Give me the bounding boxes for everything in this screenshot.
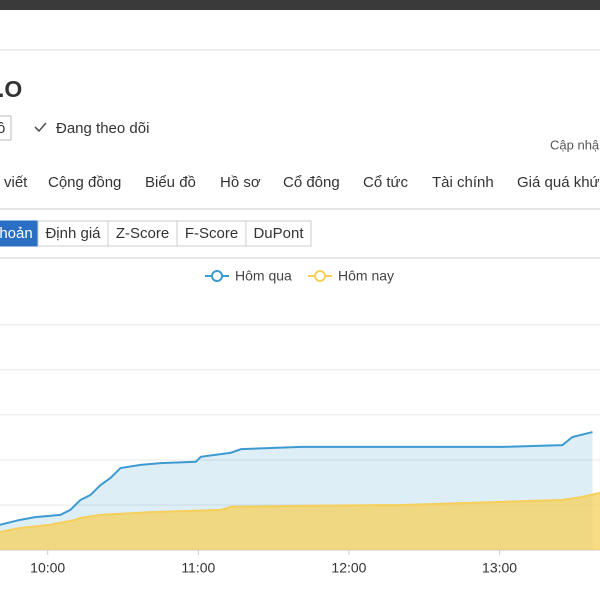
check-icon (34, 122, 47, 133)
x-tick-label: 11:00 (181, 560, 215, 576)
button[interactable] (0, 115, 12, 141)
sub-tab[interactable] (245, 220, 312, 247)
x-tick-label: 12:00 (331, 560, 366, 576)
line (0, 491, 600, 533)
top-bar (0, 0, 600, 10)
nav-tab[interactable]: viết (4, 174, 28, 191)
nav-tab[interactable]: Hồ sơ (220, 174, 261, 191)
sub-tab-label[interactable]: Định giá (45, 225, 101, 242)
sub-tab[interactable] (0, 220, 39, 247)
area (0, 492, 600, 550)
sub-tab[interactable] (176, 220, 247, 247)
follow-label[interactable]: Đang theo dõi (56, 120, 149, 137)
legend-label[interactable]: Hôm qua (235, 268, 292, 284)
button-label[interactable]: ồ (0, 120, 5, 137)
legend-marker (211, 270, 223, 282)
nav-tab[interactable]: Biểu đồ (145, 174, 196, 191)
stock-title: .O (0, 76, 22, 102)
sub-tab[interactable] (107, 220, 178, 247)
legend-marker (314, 270, 326, 282)
sub-tab-label[interactable]: hoản (0, 225, 33, 242)
nav-tab[interactable]: Cổ tức (363, 174, 409, 191)
sub-tab[interactable] (37, 220, 109, 247)
sub-tab-label[interactable]: DuPont (253, 225, 304, 242)
updated-label: Cập nhậ (550, 137, 600, 152)
top-strip (0, 10, 600, 50)
legend-label[interactable]: Hôm nay (338, 268, 394, 284)
sub-tab-label[interactable]: F-Score (185, 225, 238, 242)
line (0, 431, 593, 526)
nav-tab[interactable]: Tài chính (432, 174, 494, 191)
sub-tab-label[interactable]: Z-Score (116, 225, 169, 242)
x-tick-label: 10:00 (30, 560, 65, 576)
nav-tab[interactable]: Cộng đồng (48, 174, 121, 191)
nav-tab[interactable]: Cổ đông (283, 174, 340, 191)
x-tick-label: 13:00 (482, 560, 517, 576)
nav-tab[interactable]: Giá quá khứ (517, 174, 600, 191)
